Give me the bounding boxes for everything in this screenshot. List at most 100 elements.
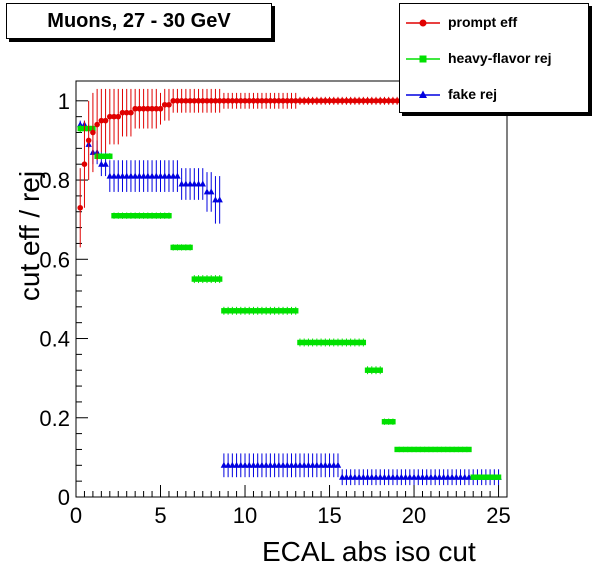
heavy-flavor-rej-point [377,367,383,373]
fake-rej-point [330,461,337,468]
fake-rej-point [140,172,147,179]
fake-rej-point [377,473,384,480]
heavy-flavor-rej-point [280,308,286,314]
fake-rej-point [343,473,350,480]
chart-title: Muons, 27 - 30 GeV [6,3,272,39]
x-tick-label: 15 [317,503,341,528]
heavy-flavor-rej-point [157,213,164,219]
prompt-eff-point [368,98,375,104]
fake-rej-point [406,473,414,480]
fake-rej-point [444,473,452,480]
heavy-flavor-rej-point [415,446,421,453]
fake-rej-point [427,473,435,480]
heavy-flavor-rej-point [212,276,219,282]
fake-rej-point [216,196,223,203]
prompt-eff-point [195,98,202,104]
prompt-eff-point [330,98,337,104]
heavy-flavor-rej-point [373,367,379,373]
prompt-eff-point [292,98,299,104]
chart-title-text: Muons, 27 - 30 GeV [47,9,231,32]
heavy-flavor-rej-point [495,474,502,480]
heavy-flavor-rej-point [242,308,248,314]
heavy-flavor-rej-point [153,213,159,219]
legend-entry-fake-rej: fake rej [400,83,588,107]
fake-rej-point [115,172,122,179]
prompt-eff-point [199,98,206,104]
heavy-flavor-rej-point [250,308,257,314]
heavy-flavor-rej-point [233,308,240,314]
fake-rej-point [292,461,299,468]
prompt-eff-point [136,105,143,112]
fake-rej-point [161,172,168,179]
fake-rej-point [241,461,249,468]
heavy-flavor-rej-point [174,244,181,251]
heavy-flavor-rej-point [271,308,278,314]
fake-rej-point [262,461,270,468]
heavy-flavor-rej-point [364,367,371,373]
prompt-eff-point [229,98,236,104]
heavy-flavor-rej-point [166,213,172,219]
prompt-eff-point [119,109,126,116]
heavy-flavor-rej-point [107,153,113,159]
prompt-eff-point [212,98,219,104]
heavy-flavor-rej-point [119,213,126,219]
prompt-eff-point [178,98,185,104]
prompt-eff-point [149,105,155,112]
fake-rej-point [360,473,367,480]
prompt-eff-point [174,98,181,104]
fake-rej-point [229,461,236,468]
heavy-flavor-rej-point [331,339,337,346]
prompt-eff-point [305,98,312,104]
fake-rej-point [398,473,405,480]
x-axis-label: ECAL abs iso cut [262,536,476,567]
prompt-eff-point [326,98,333,104]
prompt-eff-point [288,98,295,104]
prompt-eff-point [364,98,371,104]
prompt-eff-point [216,98,223,104]
heavy-flavor-rej-point [115,213,121,219]
heavy-flavor-rej-point [411,446,417,453]
fake-rej-point [423,473,430,480]
legend-swatch-heavy-flavor-rej [406,55,440,63]
heavy-flavor-rej-point [381,419,388,425]
prompt-eff-point [145,105,151,112]
prompt-eff-point [128,109,134,116]
fake-rej-point [271,461,278,468]
heavy-flavor-rej-point [419,446,426,453]
prompt-eff-point [385,98,392,104]
prompt-eff-point [301,98,307,104]
fake-rej-point [322,461,329,468]
fake-rej-point [233,461,240,468]
heavy-flavor-rej-point [140,213,147,219]
prompt-eff-point [284,98,291,104]
fake-rej-point [98,160,105,167]
fake-rej-point [106,172,114,179]
x-tick-label: 10 [233,503,257,528]
y-tick-label: 0.8 [39,168,70,193]
heavy-flavor-rej-point [170,244,176,251]
heavy-flavor-rej-point [229,308,236,314]
prompt-eff-point [246,98,253,104]
heavy-flavor-rej-point [254,308,261,314]
prompt-eff-point [233,98,240,104]
heavy-flavor-rej-point [322,339,329,346]
heavy-flavor-rej-point [390,419,396,425]
heavy-flavor-rej-point [128,213,134,219]
prompt-eff-point [254,98,261,104]
prompt-eff-point [347,98,354,104]
fake-rej-point [258,461,266,468]
legend: prompt eff heavy-flavor rej fake rej [399,3,589,113]
heavy-flavor-rej-point [402,446,409,453]
prompt-eff-point [140,105,147,112]
prompt-eff-point [132,105,138,112]
heavy-flavor-rej-point [77,125,83,132]
fake-rej-point [123,172,130,179]
prompt-eff-point [102,117,109,124]
prompt-eff-point [356,98,362,104]
heavy-flavor-rej-point [343,339,350,346]
fake-rej-point [77,121,84,128]
heavy-flavor-rej-point [424,446,430,453]
fake-rej-point [368,473,375,480]
prompt-eff-point [335,98,341,104]
x-tick-label: 5 [154,503,166,528]
